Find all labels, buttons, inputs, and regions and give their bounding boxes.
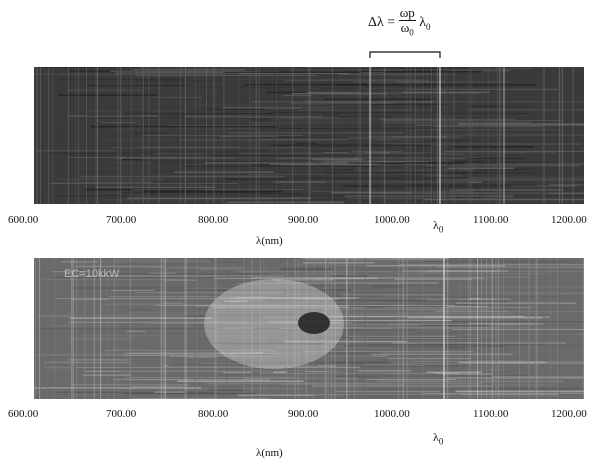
- formula-fraction: ωp ω0: [398, 5, 416, 40]
- top-x-axis-label: λ(nm): [256, 235, 283, 247]
- top-tick-800: 800.00: [198, 214, 229, 226]
- bottom-tick-800: 800.00: [198, 408, 229, 420]
- bottom-spectrogram-panel: EC=10kkW: [34, 258, 584, 399]
- bottom-tick-900: 900.00: [288, 408, 319, 420]
- delta-lambda-bracket: [369, 51, 441, 58]
- top-tick-1100: 1100.00: [473, 214, 509, 226]
- bottom-tick-1000: 1000.00: [374, 408, 410, 420]
- bottom-inset-text: EC=10kkW: [64, 268, 120, 280]
- bottom-spectrogram-texture: [34, 258, 584, 399]
- delta-lambda-formula: Δλ = ωp ω0 λ0: [368, 6, 431, 40]
- bottom-tick-1200: 1200.00: [551, 408, 587, 420]
- top-tick-1200: 1200.00: [551, 214, 587, 226]
- top-lambda0-label: λ0: [433, 218, 444, 235]
- top-spectrogram-panel: [34, 67, 584, 204]
- formula-rhs-sub: 0: [426, 21, 431, 32]
- bottom-lambda0-label: λ0: [433, 430, 444, 447]
- formula-numerator-sub: p: [408, 5, 415, 20]
- bottom-tick-600: 600.00: [8, 408, 39, 420]
- top-tick-600: 600.00: [8, 214, 39, 226]
- formula-lhs: Δλ =: [368, 15, 396, 31]
- formula-rhs: λ: [419, 15, 427, 31]
- top-spectrogram-texture: [34, 67, 584, 204]
- formula-denominator: ω: [400, 20, 410, 35]
- formula-numerator: ω: [399, 5, 409, 20]
- bottom-tick-700: 700.00: [106, 408, 137, 420]
- bottom-x-axis-label: λ(nm): [256, 447, 283, 459]
- bottom-tick-1100: 1100.00: [473, 408, 509, 420]
- top-tick-700: 700.00: [106, 214, 137, 226]
- formula-denominator-sub: 0: [409, 27, 414, 38]
- top-tick-900: 900.00: [288, 214, 319, 226]
- top-tick-1000: 1000.00: [374, 214, 410, 226]
